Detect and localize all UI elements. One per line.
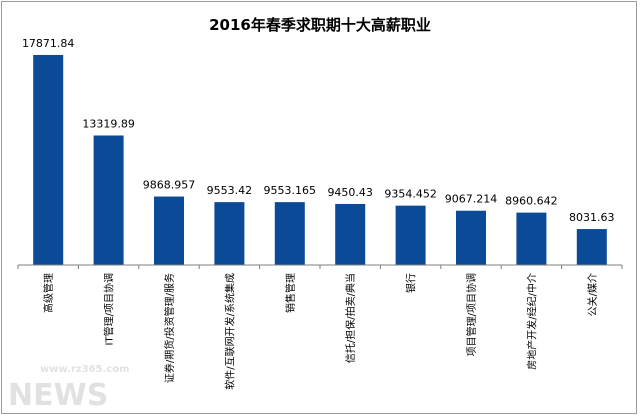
bar (395, 205, 426, 265)
watermark-text: NEWS (8, 378, 108, 413)
x-tick-label: IT管理/项目协调 (103, 273, 116, 345)
data-label: 9354.452 (384, 188, 437, 201)
bar (93, 135, 124, 265)
watermark-logo: NEWS www.rz365.com (8, 364, 130, 413)
data-label: 13319.89 (82, 117, 135, 130)
data-label: 9868.957 (143, 179, 196, 192)
bar (214, 202, 245, 265)
x-tick-label: 证券/期货/投资管理/服务 (163, 273, 176, 383)
chart-title: 2016年春季求职期十大高薪职业 (209, 16, 431, 34)
bar (33, 54, 64, 266)
bar (456, 210, 486, 265)
category-labels-layer: 高级管理 IT管理/项目协调 证券/期货/投资管理/服务 软件/互联网开发/系统集成 销… (42, 273, 599, 390)
x-tick-label: 公关/媒介 (586, 273, 599, 316)
data-label: 8031.63 (569, 211, 615, 224)
bar (335, 203, 366, 265)
x-tick-label: 信托/担保/拍卖/典当 (344, 273, 357, 363)
data-label: 17871.84 (22, 37, 75, 50)
data-label: 8960.642 (505, 195, 558, 208)
bar (516, 212, 547, 265)
data-label: 9450.43 (327, 186, 373, 199)
x-tick-label: 项目管理/项目协调 (465, 273, 478, 356)
data-label: 9553.165 (264, 184, 317, 197)
bars-layer (33, 54, 607, 266)
x-axis-ticks (17, 265, 623, 269)
bar (274, 202, 305, 265)
x-tick-label: 销售管理 (284, 273, 297, 313)
bar (576, 229, 607, 265)
x-tick-label: 银行 (405, 273, 418, 293)
watermark-small-text: www.rz365.com (40, 364, 130, 375)
value-labels-layer: 17871.84 13319.89 9868.957 9553.42 9553.165 9… (22, 37, 615, 224)
data-label: 9553.42 (207, 184, 253, 197)
x-tick-label: 房地产开发/经纪/中介 (525, 273, 538, 370)
x-tick-label: 高级管理 (42, 273, 55, 313)
bar (154, 196, 184, 265)
x-tick-label: 软件/互联网开发/系统集成 (223, 273, 236, 390)
data-label: 9067.214 (445, 193, 498, 206)
